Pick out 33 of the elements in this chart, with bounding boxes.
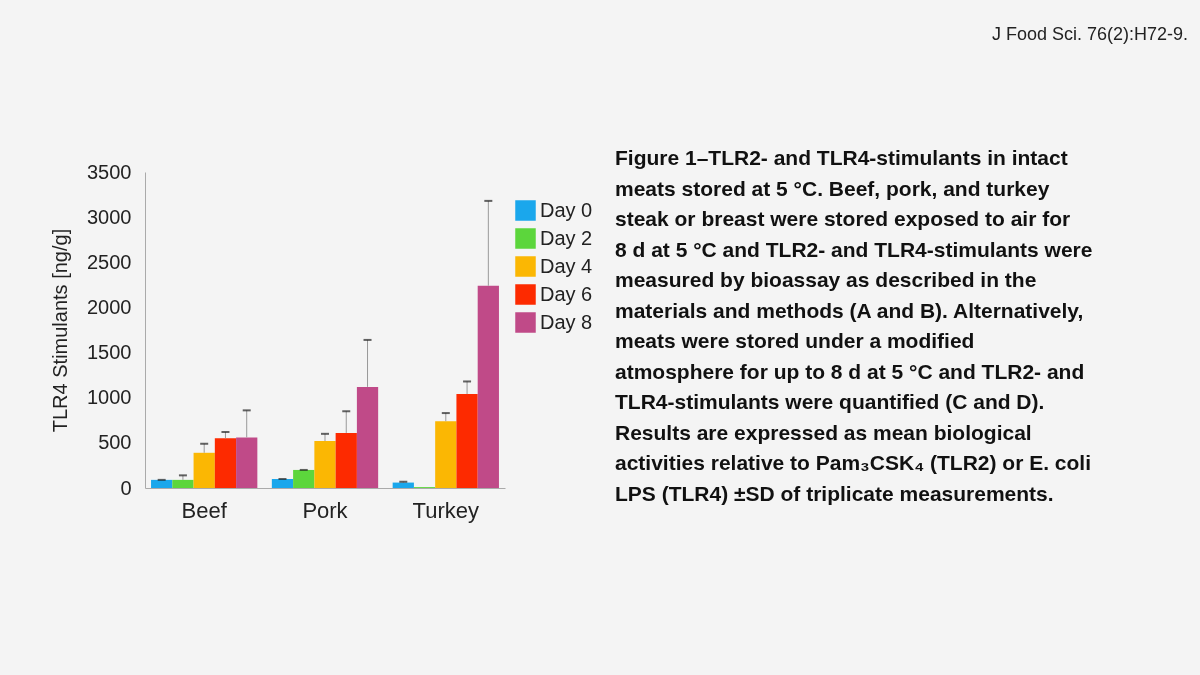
bar [477, 285, 499, 488]
x-tick-label: Turkey [412, 497, 480, 523]
text: J Food Sci. 76(2):H72-9. [991, 24, 1188, 44]
y-axis-title: TLR4 Stimulants [ng/g] [49, 228, 72, 433]
bar [314, 441, 336, 488]
bar [293, 469, 315, 488]
text: Figure 1–TLR2- and TLR4-stimulants in intact meats stored at 5 °C. Beef, pork, and turkey steak or breast were stored exposed to air for 8 d at 5 °C and TLR2- and TLR4-stimulants were measured by bioassay as described in the materials and methods (A and B). Alternatively, meats were stored under a modified atmosphere for up to 8 d at 5 °C and TLR2- and TLR4-stimulants were quantified (C and D). Results are expressed as mean biological activities relative to Pam₃CSK₄ (TLR2) or E. coli LPS (TLR4) ±SD of triplicate measurements. [615, 146, 1093, 505]
bar [271, 478, 294, 488]
x-tick-label: Pork [302, 497, 349, 523]
bar [456, 394, 478, 488]
y-tick-label: 500 [98, 431, 132, 454]
bar [193, 452, 215, 488]
y-tick-label: 3000 [87, 205, 132, 228]
y-tick-label: 0 [120, 476, 132, 499]
legend-label: Day 4 [540, 254, 593, 277]
bar [172, 479, 194, 488]
bar [435, 421, 457, 488]
y-tick-label: 1000 [87, 386, 132, 409]
legend-label: Day 0 [540, 198, 593, 221]
bar [214, 438, 237, 488]
bar [151, 479, 173, 488]
bar [236, 437, 258, 488]
bar [335, 432, 357, 488]
y-tick-label: 1500 [87, 341, 132, 364]
legend-label: Day 8 [540, 310, 593, 333]
bar [392, 482, 414, 488]
y-tick-label: 2000 [87, 295, 132, 318]
legend-label: Day 2 [540, 226, 593, 249]
legend-label: Day 6 [540, 282, 593, 305]
bar [356, 386, 379, 488]
y-tick-label: 2500 [87, 250, 132, 273]
x-tick-label: Beef [181, 497, 228, 523]
y-tick-label: 3500 [87, 160, 132, 183]
